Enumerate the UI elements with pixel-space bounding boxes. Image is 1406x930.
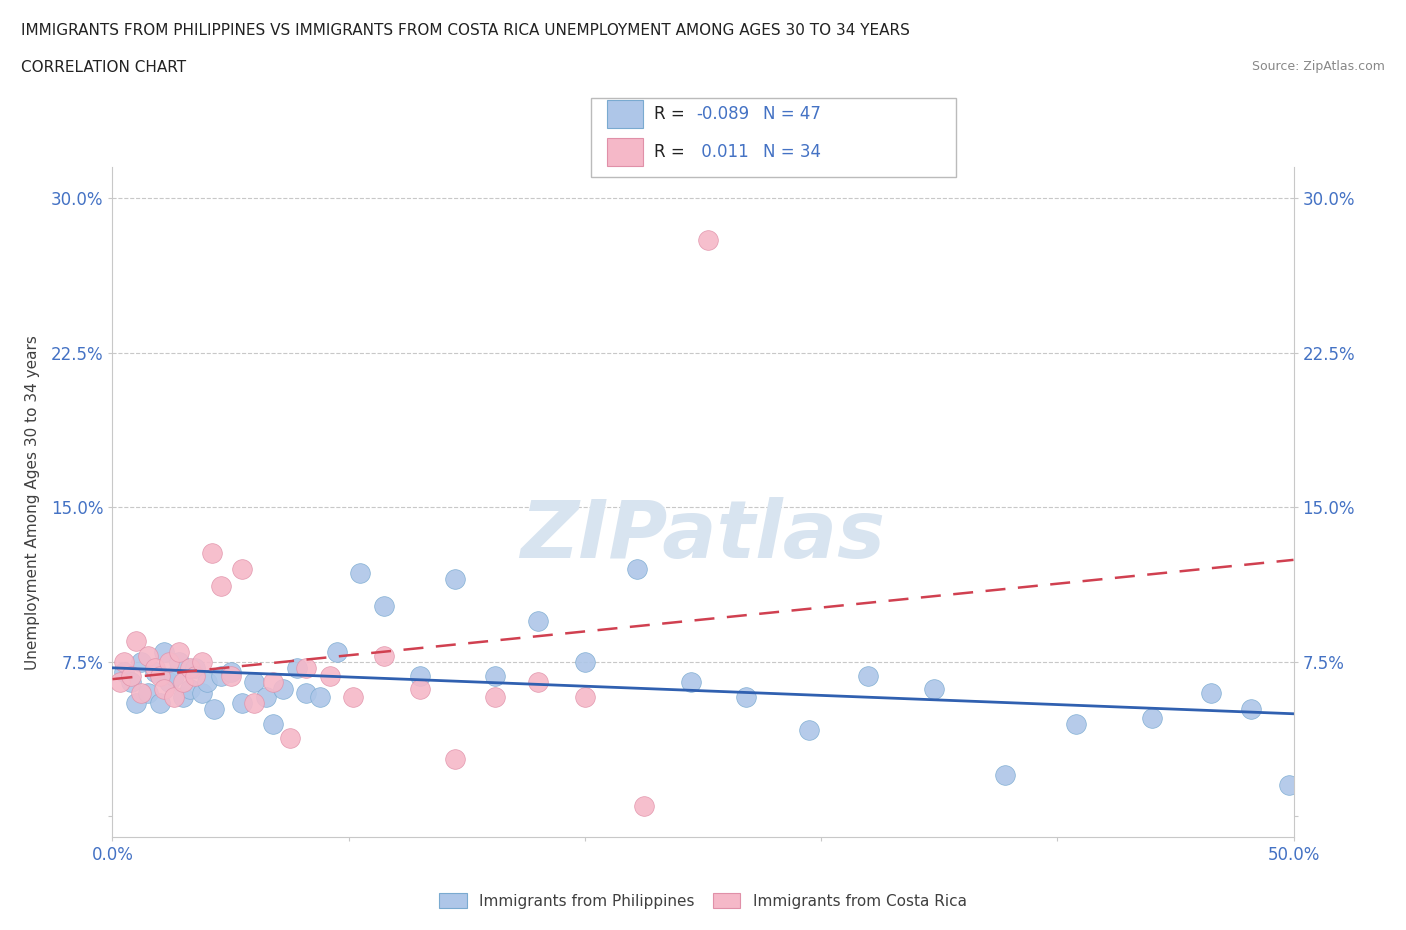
Point <box>143 665 166 680</box>
Point <box>191 655 214 670</box>
Point <box>184 660 207 675</box>
Point <box>163 669 186 684</box>
Point <box>633 799 655 814</box>
Point <box>574 689 596 704</box>
Point <box>153 681 176 696</box>
Point <box>184 669 207 684</box>
Text: ZIPatlas: ZIPatlas <box>520 497 886 575</box>
Point <box>120 675 142 690</box>
Point <box>994 768 1017 783</box>
Point <box>120 669 142 684</box>
Point <box>408 669 430 684</box>
Point <box>219 665 242 680</box>
Point <box>143 660 166 675</box>
Text: CORRELATION CHART: CORRELATION CHART <box>21 60 186 75</box>
Point <box>149 669 172 684</box>
Point <box>157 655 180 670</box>
Text: N = 34: N = 34 <box>763 142 821 161</box>
Point <box>262 716 284 731</box>
Point <box>526 675 548 690</box>
Point <box>285 660 308 675</box>
Point <box>191 685 214 700</box>
Point <box>172 675 194 690</box>
Text: -0.089: -0.089 <box>696 105 749 124</box>
Point <box>167 644 190 659</box>
Point <box>309 689 332 704</box>
Point <box>136 648 159 663</box>
Point <box>108 675 131 690</box>
Text: N = 47: N = 47 <box>763 105 821 124</box>
Point <box>626 562 648 577</box>
Point <box>696 232 718 247</box>
Point <box>112 655 135 670</box>
Point <box>326 644 349 659</box>
Point <box>924 681 946 696</box>
Point <box>484 669 506 684</box>
Point <box>1199 685 1222 700</box>
Point <box>526 613 548 628</box>
Point <box>153 644 176 659</box>
Legend: Immigrants from Philippines, Immigrants from Costa Rica: Immigrants from Philippines, Immigrants … <box>432 885 974 916</box>
Point <box>112 665 135 680</box>
Point <box>172 689 194 704</box>
Text: R =: R = <box>654 105 690 124</box>
Text: IMMIGRANTS FROM PHILIPPINES VS IMMIGRANTS FROM COSTA RICA UNEMPLOYMENT AMONG AGE: IMMIGRANTS FROM PHILIPPINES VS IMMIGRANT… <box>21 23 910 38</box>
Point <box>349 565 371 580</box>
Point <box>195 675 218 690</box>
Point <box>408 681 430 696</box>
Point <box>373 599 395 614</box>
Point <box>219 669 242 684</box>
Point <box>278 731 301 746</box>
Point <box>319 669 342 684</box>
Point <box>209 578 232 593</box>
Point <box>179 681 201 696</box>
Point <box>1064 716 1087 731</box>
Text: 0.011: 0.011 <box>696 142 749 161</box>
Point <box>179 660 201 675</box>
Point <box>1240 702 1263 717</box>
Point <box>202 702 225 717</box>
Point <box>209 669 232 684</box>
Point <box>136 685 159 700</box>
Point <box>295 660 318 675</box>
Point <box>734 689 756 704</box>
Point <box>1278 778 1301 793</box>
Point <box>858 669 880 684</box>
Point <box>157 675 180 690</box>
Point <box>163 689 186 704</box>
Point <box>243 675 266 690</box>
Point <box>373 648 395 663</box>
Point <box>129 685 152 700</box>
Point <box>201 545 224 560</box>
Point <box>681 675 703 690</box>
Point <box>271 681 294 696</box>
Point <box>484 689 506 704</box>
Point <box>254 689 277 704</box>
Point <box>167 655 190 670</box>
Point <box>444 751 467 766</box>
Point <box>231 562 253 577</box>
Y-axis label: Unemployment Among Ages 30 to 34 years: Unemployment Among Ages 30 to 34 years <box>25 335 39 670</box>
Point <box>799 723 821 737</box>
Point <box>231 696 253 711</box>
Point <box>574 655 596 670</box>
Point <box>1140 711 1163 725</box>
Text: Source: ZipAtlas.com: Source: ZipAtlas.com <box>1251 60 1385 73</box>
Point <box>129 655 152 670</box>
Point <box>262 675 284 690</box>
Point <box>444 572 467 587</box>
Point <box>125 634 148 649</box>
Point <box>125 696 148 711</box>
Point <box>295 685 318 700</box>
Point <box>149 696 172 711</box>
Text: R =: R = <box>654 142 690 161</box>
Point <box>342 689 364 704</box>
Point <box>243 696 266 711</box>
